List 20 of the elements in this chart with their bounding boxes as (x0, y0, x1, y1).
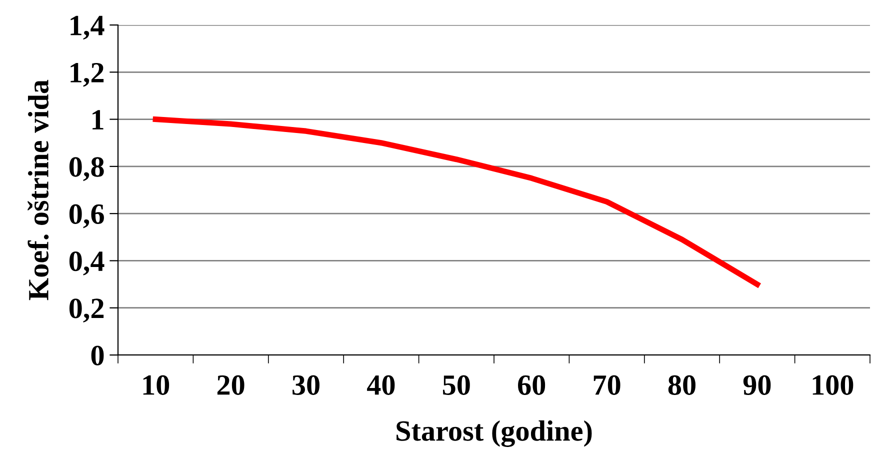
y-tick-label: 0,8 (69, 157, 104, 182)
y-tick-label: 0,4 (69, 251, 104, 276)
x-tick-label: 80 (668, 375, 696, 395)
x-tick-label: 10 (143, 375, 170, 395)
x-tick-label: 20 (217, 375, 244, 395)
y-tick-label: 1,4 (70, 16, 104, 40)
x-axis-title: Starost (godine) (396, 420, 592, 448)
x-tick-label: 70 (594, 375, 620, 395)
y-tick-label: 0 (91, 346, 104, 366)
x-tick-label: 30 (292, 375, 320, 395)
x-tick-label: 60 (518, 375, 546, 395)
y-tick-label: 1 (92, 110, 104, 130)
y-tick-label: 0,6 (69, 204, 104, 228)
x-tick-label: 50 (442, 375, 470, 395)
y-tick-label: 0,2 (69, 298, 104, 322)
x-tick-label: 100 (812, 375, 854, 395)
y-axis-title: Koef. oštrine vida (28, 80, 49, 300)
x-tick-label: 40 (367, 375, 395, 395)
y-tick-label: 1,2 (70, 62, 104, 87)
x-tick-label: 90 (743, 375, 771, 395)
